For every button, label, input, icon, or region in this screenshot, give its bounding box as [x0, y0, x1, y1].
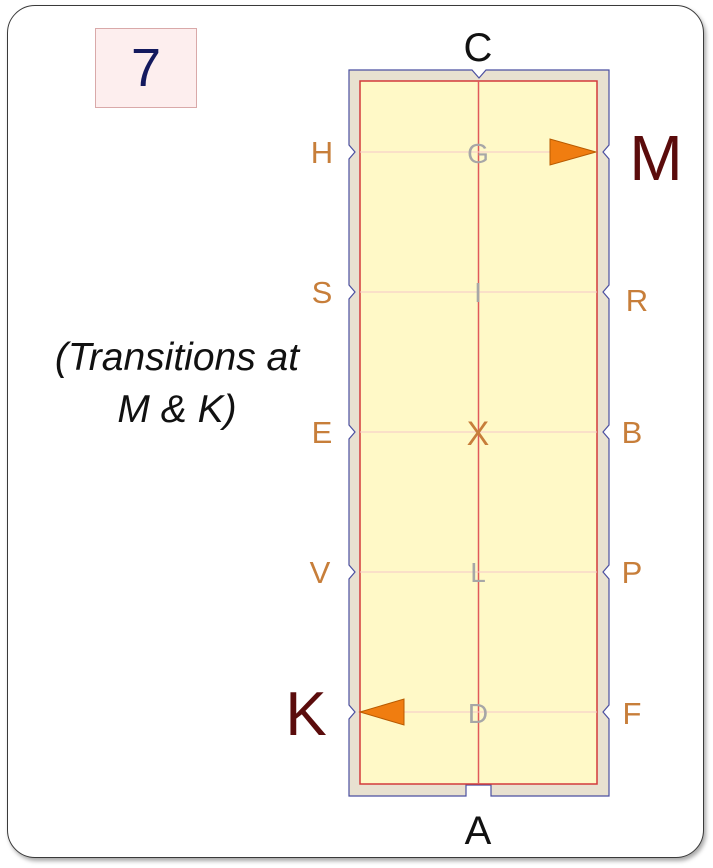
transition-note: (Transitions at M & K): [12, 332, 342, 436]
letter-e: E: [312, 415, 333, 450]
pattern-number: 7: [130, 38, 162, 98]
letter-k: K: [285, 680, 326, 749]
letter-r: R: [626, 283, 648, 318]
triangle-right-icon: [549, 138, 598, 166]
letter-s: S: [312, 275, 333, 310]
triangle-left-icon: [358, 698, 405, 726]
letter-b: B: [622, 415, 643, 450]
letter-c: C: [464, 26, 493, 70]
letter-v: V: [310, 555, 331, 590]
pattern-number-box: 7: [95, 28, 197, 108]
letter-a: A: [465, 809, 492, 853]
letter-d: D: [468, 698, 488, 729]
note-line-2: M & K): [117, 388, 237, 431]
letter-l: L: [470, 557, 486, 588]
letter-f: F: [623, 696, 642, 731]
note-line-1: (Transitions at: [54, 336, 300, 379]
letter-p: P: [622, 555, 643, 590]
letter-h: H: [311, 135, 333, 170]
letter-i: I: [474, 277, 482, 308]
letter-g: G: [467, 138, 489, 169]
letter-x: X: [467, 415, 490, 453]
letter-m: M: [629, 122, 682, 194]
